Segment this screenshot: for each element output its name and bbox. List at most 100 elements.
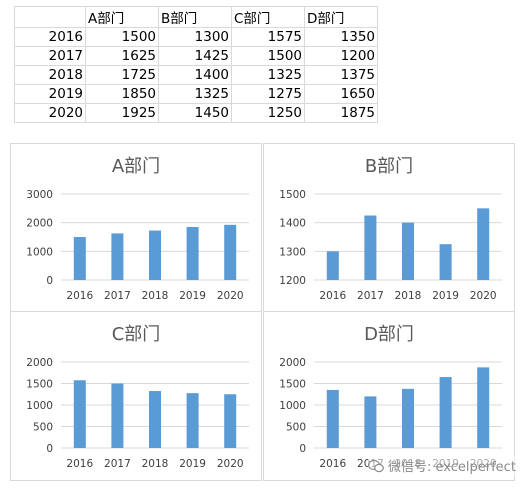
table-cell[interactable]: 1650	[304, 84, 378, 104]
table-header-cell[interactable]: B部门	[158, 6, 232, 28]
wechat-icon	[368, 459, 384, 472]
chart-title: A部门	[111, 156, 161, 177]
table-header-cell[interactable]: A部门	[85, 6, 159, 28]
y-tick-label: 1400	[279, 218, 306, 230]
table-cell[interactable]: 1625	[85, 46, 159, 66]
y-tick-label: 0	[46, 275, 53, 287]
bar[interactable]	[364, 396, 377, 448]
bar[interactable]	[73, 237, 86, 280]
table-cell[interactable]: 1875	[304, 103, 378, 123]
x-tick-label: 2018	[395, 290, 422, 302]
bar[interactable]	[224, 224, 237, 280]
x-tick-label: 2018	[142, 290, 169, 302]
x-tick-label: 2016	[319, 458, 346, 470]
y-tick-label: 2000	[279, 357, 306, 369]
bar[interactable]	[149, 230, 161, 280]
x-tick-label: 2017	[357, 290, 384, 302]
bar[interactable]	[477, 208, 490, 280]
table-header-cell[interactable]: C部门	[231, 6, 305, 28]
table-row: 2017 1625 1425 1500 1200	[14, 46, 378, 66]
bar[interactable]	[439, 377, 452, 448]
table-cell[interactable]: 1725	[85, 65, 159, 85]
x-tick-label: 2019	[179, 290, 206, 302]
table-row: 2016 1500 1300 1575 1350	[14, 27, 378, 47]
bar[interactable]	[402, 388, 414, 448]
y-tick-label: 2000	[26, 218, 53, 230]
bar[interactable]	[73, 380, 86, 448]
table-row: 2018 1725 1400 1325 1375	[14, 65, 378, 85]
chart-a-plot: 0 1000 2000 3000 2016 2017 2018 2019 2020	[26, 189, 249, 302]
x-tick-label: 2020	[217, 290, 244, 302]
y-tick-label: 1200	[279, 275, 306, 287]
bar[interactable]	[111, 233, 124, 280]
y-tick-label: 2000	[26, 357, 53, 369]
bar[interactable]	[439, 244, 452, 280]
table-cell[interactable]: 1500	[85, 27, 159, 47]
table-cell[interactable]: 1500	[231, 46, 305, 66]
table-cell[interactable]: 1250	[231, 103, 305, 123]
table-cell[interactable]: 1450	[158, 103, 232, 123]
table-header-row: A部门 B部门 C部门 D部门	[14, 6, 378, 28]
chart-title: D部门	[364, 324, 414, 345]
table-cell[interactable]: 1850	[85, 84, 159, 104]
table-row: 2020 1925 1450 1250 1875	[14, 103, 378, 123]
table-cell[interactable]: 2018	[14, 65, 86, 85]
table-cell[interactable]: 2016	[14, 27, 86, 47]
chart-title: B部门	[364, 156, 414, 177]
y-tick-label: 500	[33, 422, 53, 434]
x-tick-label: 2017	[104, 290, 131, 302]
table-cell[interactable]: 1425	[158, 46, 232, 66]
bar[interactable]	[402, 222, 414, 280]
table-header-cell[interactable]	[14, 6, 86, 28]
x-tick-label: 2016	[319, 290, 346, 302]
y-tick-label: 3000	[26, 189, 53, 201]
bar[interactable]	[477, 367, 490, 448]
bar[interactable]	[149, 391, 161, 448]
bar[interactable]	[326, 251, 339, 280]
table-cell[interactable]: 1275	[231, 84, 305, 104]
x-tick-label: 2018	[142, 458, 169, 470]
chart-a[interactable]: A部门 0 1000 2000 3000 2016 2017 2018 2019 2020	[10, 143, 262, 313]
table-cell[interactable]: 1350	[304, 27, 378, 47]
watermark-text: 微信号: excelperfect	[388, 460, 516, 475]
x-tick-label: 2019	[179, 458, 206, 470]
y-tick-label: 0	[299, 443, 306, 455]
chart-c[interactable]: C部门 0 500 1000 1500 2000 2016 2017 2018 2019 2020	[10, 311, 262, 481]
y-tick-label: 1000	[26, 400, 53, 412]
x-tick-label: 2020	[217, 458, 244, 470]
table-cell[interactable]: 1325	[158, 84, 232, 104]
watermark: 微信号: excelperfect	[368, 456, 516, 475]
chart-title: C部门	[111, 324, 161, 345]
bar[interactable]	[364, 215, 377, 281]
bar[interactable]	[186, 393, 199, 448]
table-cell[interactable]: 2020	[14, 103, 86, 123]
y-tick-label: 0	[46, 443, 53, 455]
table-row: 2019 1850 1325 1275 1650	[14, 84, 378, 104]
table-cell[interactable]: 1575	[231, 27, 305, 47]
x-tick-label: 2016	[66, 458, 93, 470]
x-tick-label: 2016	[66, 290, 93, 302]
bar[interactable]	[111, 383, 124, 449]
y-tick-label: 1300	[279, 246, 306, 258]
y-tick-label: 1500	[279, 189, 306, 201]
table-cell[interactable]: 1375	[304, 65, 378, 85]
bar[interactable]	[224, 394, 237, 448]
y-tick-label: 1000	[26, 246, 53, 258]
table-cell[interactable]: 1300	[158, 27, 232, 47]
y-tick-label: 1000	[279, 400, 306, 412]
bar[interactable]	[326, 389, 339, 448]
table-header-cell[interactable]: D部门	[304, 6, 378, 28]
x-tick-label: 2020	[470, 290, 497, 302]
bar[interactable]	[186, 226, 199, 280]
table-cell[interactable]: 2017	[14, 46, 86, 66]
table-cell[interactable]: 1400	[158, 65, 232, 85]
table-cell[interactable]: 1925	[85, 103, 159, 123]
table-cell[interactable]: 1200	[304, 46, 378, 66]
y-tick-label: 1500	[279, 379, 306, 391]
table-cell[interactable]: 2019	[14, 84, 86, 104]
chart-b[interactable]: B部门 1200 1300 1400 1500 2016 2017 2018 2019 2020	[263, 143, 515, 313]
table-cell[interactable]: 1325	[231, 65, 305, 85]
chart-c-plot: 0 500 1000 1500 2000 2016 2017 2018 2019 2020	[26, 357, 249, 470]
